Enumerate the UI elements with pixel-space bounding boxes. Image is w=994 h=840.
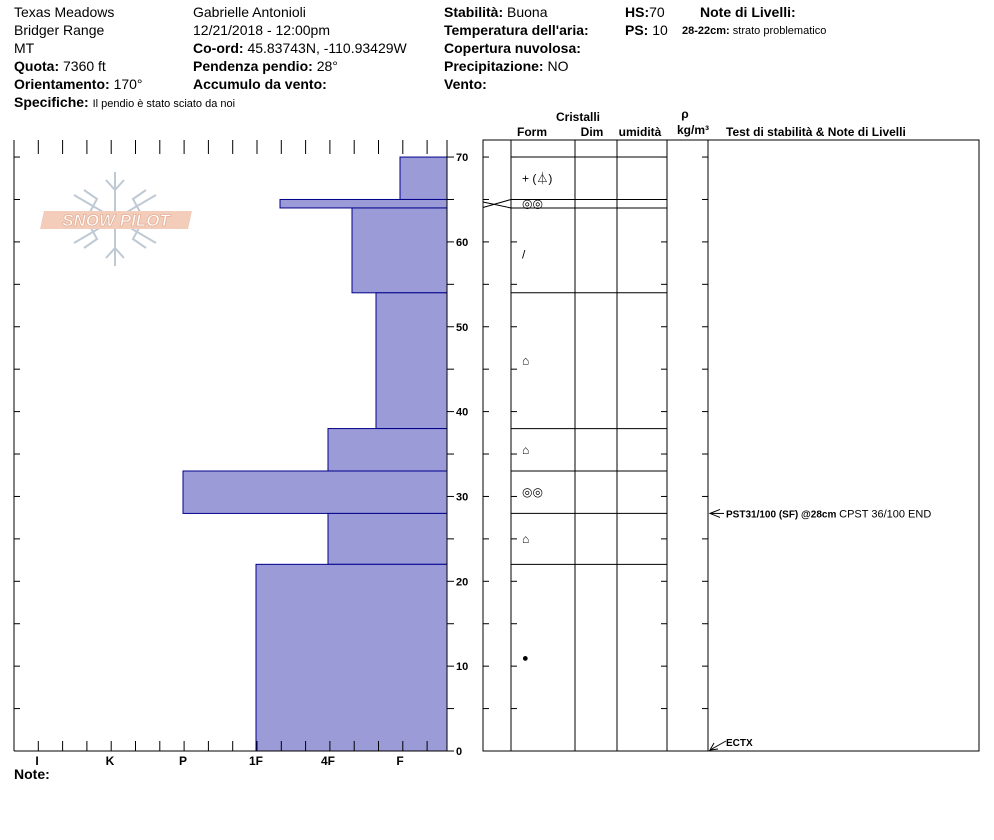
range: Bridger Range [14, 22, 105, 38]
depth-tick-label: 60 [456, 237, 468, 249]
ectx-test-label: ECTX [726, 738, 753, 749]
hardness-tick-label: 4F [321, 754, 335, 768]
crystal-form-symbol: ⌂ [522, 443, 529, 457]
aspect-row: Orientamento: 170° [14, 76, 143, 92]
location: Texas Meadows [14, 4, 115, 20]
layer-note-text: strato problematico [732, 25, 827, 37]
col-form: Form [517, 125, 547, 139]
depth-tick-label: 70 [456, 152, 468, 164]
strat-table-frame [482, 139, 980, 752]
col-dim: Dim [580, 125, 604, 139]
layer-notes-label: Note di Livelli: [700, 4, 796, 20]
datetime: 12/21/2018 - 12:00pm [193, 22, 330, 38]
ectx-arrow-icon [709, 742, 719, 751]
pst-test-bold: PST31/100 (SF) @28cm [726, 509, 839, 520]
depth-tick-label: 50 [456, 322, 468, 334]
specifics-value: Il pendio è stato sciato da noi [92, 98, 236, 110]
col-tests: Test di stabilità & Note di Livelli [726, 125, 906, 139]
aspect-value: 170° [113, 76, 143, 92]
layer-note-row: 28-22cm: strato problematico [682, 23, 826, 39]
hardness-bar [375, 292, 448, 430]
precip-value: NO [547, 58, 569, 74]
elevation-row: Quota: 7360 ft [14, 58, 106, 74]
hardness-tick-label: K [106, 754, 115, 768]
ps-value: 10 [652, 22, 668, 38]
crystal-form-symbol: ◎◎ [522, 197, 543, 211]
air-temp-label: Temperatura dell'aria: [444, 22, 589, 38]
layer-connector-line [482, 201, 512, 209]
hardness-tick-label: F [396, 754, 403, 768]
specifics-row: Specifiche: Il pendio è stato sciato da … [14, 94, 235, 112]
slope-label: Pendenza pendio: [193, 58, 313, 74]
hardness-bar [399, 156, 448, 200]
col-density-unit: kg/m³ [676, 123, 709, 137]
hardness-bar [182, 470, 448, 514]
logo-banner [40, 211, 192, 229]
state: MT [14, 40, 35, 56]
aspect-label: Orientamento: [14, 76, 110, 92]
logo-text: SNOW PILOT [62, 211, 171, 230]
hs-label: HS: [625, 4, 650, 20]
crystal-form-symbol: ⌂ [522, 532, 529, 546]
hardness-bar [327, 512, 448, 565]
depth-tick-label: 0 [456, 746, 462, 758]
layer-connector-line [482, 198, 512, 208]
crystal-form-symbol: ◎◎ [522, 485, 543, 499]
coord-value: 45.83743N, -110.93429W [247, 40, 407, 56]
elevation-label: Quota: [14, 58, 60, 74]
hardness-bar [255, 563, 448, 752]
hardness-bar [279, 198, 448, 209]
precip-label: Precipitazione: [444, 58, 544, 74]
layer-note-range: 28-22cm: [682, 25, 730, 37]
hs-row: HS:70 [625, 4, 665, 20]
coord-label: Co-ord: [193, 40, 244, 56]
col-crystals: Cristalli [555, 110, 600, 124]
hs-value: 70 [649, 4, 665, 20]
crystal-form-symbol: / [522, 248, 526, 262]
col-rho: ρ [681, 107, 689, 121]
hardness-bar [327, 428, 448, 472]
ps-label: PS: [625, 22, 649, 38]
specifics-label: Specifiche: [14, 94, 89, 110]
crystal-form-symbol: + (⏃) [522, 170, 552, 185]
hardness-tick-label: I [35, 754, 38, 768]
depth-tick-label: 40 [456, 407, 468, 419]
ps-row: PS: 10 [625, 22, 668, 38]
precip-row: Precipitazione: NO [444, 58, 568, 74]
wind-label: Vento: [444, 76, 487, 92]
stability-label: Stabilità: [444, 4, 504, 20]
slope-value: 28° [316, 58, 338, 74]
crystal-form-symbol: ⌂ [522, 354, 529, 368]
ectx-arrow-line [709, 740, 727, 751]
stability-row: Stabilità: Buona [444, 4, 548, 20]
notes-label: Note: [14, 766, 50, 782]
slope-row: Pendenza pendio: 28° [193, 58, 338, 74]
crystal-form-symbol: ● [522, 653, 529, 665]
cloud-label: Copertura nuvolosa: [444, 40, 581, 56]
elevation-value: 7360 ft [63, 58, 106, 74]
hardness-tick-label: P [179, 754, 187, 768]
snowpilot-logo: SNOW PILOT [40, 172, 192, 266]
pst-test-rest: CPST 36/100 END [839, 508, 931, 520]
observer: Gabrielle Antonioli [193, 4, 306, 20]
col-moisture: umidità [618, 125, 662, 139]
pst-test-label: PST31/100 (SF) @28cm CPST 36/100 END [726, 508, 931, 520]
hardness-tick-label: 1F [249, 754, 263, 768]
depth-tick-label: 20 [456, 576, 468, 588]
stability-value: Buona [507, 4, 548, 20]
depth-tick-label: 30 [456, 491, 468, 503]
hardness-bar [351, 207, 448, 294]
depth-tick-label: 10 [456, 661, 468, 673]
coord-row: Co-ord: 45.83743N, -110.93429W [193, 40, 407, 56]
wind-loading-label: Accumulo da vento: [193, 76, 327, 92]
